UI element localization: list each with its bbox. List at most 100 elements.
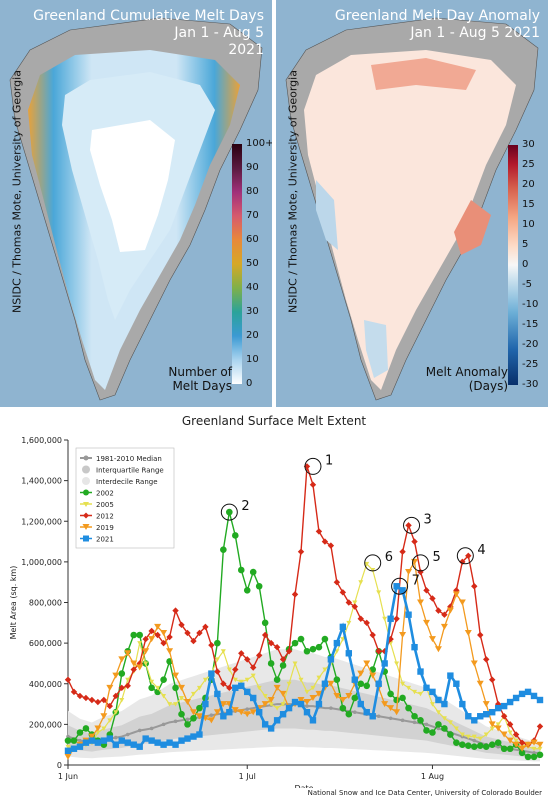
point-2019 [112, 672, 120, 679]
point-2019 [428, 636, 436, 643]
point-2021 [506, 698, 514, 706]
point-2005 [376, 590, 382, 595]
median-point [400, 718, 405, 723]
point-2012 [94, 698, 102, 706]
point-2005 [220, 649, 226, 654]
point-2019 [500, 731, 508, 738]
point-2021 [345, 650, 353, 657]
y-tick-label: 1,000,000 [21, 558, 62, 567]
point-2019 [249, 709, 257, 716]
point-2012 [220, 680, 227, 687]
point-2012 [202, 623, 209, 631]
point-2002 [64, 737, 72, 744]
point-2019 [536, 741, 544, 748]
point-2019 [452, 591, 460, 598]
point-2002 [196, 704, 203, 712]
median-point [472, 738, 477, 743]
point-2005 [322, 667, 328, 673]
point-2005 [143, 661, 149, 666]
point-2012 [142, 635, 149, 643]
point-2021 [381, 660, 388, 667]
point-2021 [297, 700, 305, 708]
colorbar-tick-label: 30 [522, 139, 535, 150]
point-2012 [64, 676, 72, 683]
colorbar-tick-label: 15 [522, 199, 535, 210]
annotation-circle [304, 457, 322, 475]
point-2012 [465, 552, 472, 559]
point-2021 [100, 737, 108, 744]
point-2005 [382, 616, 388, 622]
point-2021 [351, 676, 358, 683]
point-2005 [364, 561, 370, 567]
anomaly-negative-south [364, 320, 388, 378]
point-2021 [465, 713, 472, 720]
legend-symbol [82, 465, 90, 474]
point-2012 [500, 713, 508, 720]
point-2002 [357, 680, 365, 688]
point-2019 [518, 745, 526, 752]
point-2002 [476, 742, 484, 750]
point-2019 [422, 619, 430, 626]
legend-entry: 2012 [96, 513, 114, 521]
point-2021 [261, 721, 269, 728]
point-2019 [88, 733, 96, 740]
point-2002 [315, 643, 323, 651]
colorbar-tick-label: 40 [246, 282, 259, 293]
point-2019 [64, 753, 72, 760]
colorbar-tick-label: -15 [522, 319, 539, 330]
melt-anomaly-map [285, 17, 539, 401]
right-map-credit: NSIDC / Thomas Mote, University of Georg… [286, 70, 300, 313]
point-2021 [166, 739, 173, 746]
point-2012 [453, 587, 460, 594]
surface-melt-extent-chart: 0 200,000 400,000 600,000 800,000 1,000,000 1,… [9, 436, 544, 788]
median-point [137, 728, 142, 733]
point-2005 [489, 726, 495, 731]
left-map-credit: NSIDC / Thomas Mote, University of Georg… [10, 70, 24, 313]
point-2012 [112, 692, 119, 700]
point-2005 [155, 685, 161, 691]
point-2002 [333, 676, 341, 683]
point-2021 [136, 743, 143, 750]
point-2021 [190, 733, 197, 740]
point-2005 [310, 685, 316, 691]
point-2012 [315, 528, 323, 535]
colorbar-tick-label: -25 [522, 359, 539, 370]
point-2012 [106, 702, 114, 710]
colorbar-tick-label: 90 [246, 162, 259, 173]
point-2021 [202, 700, 209, 708]
point-2019 [297, 697, 305, 703]
point-2002 [488, 741, 496, 748]
point-2021 [70, 745, 78, 752]
point-2012 [118, 684, 125, 692]
point-2019 [357, 670, 365, 677]
point-2019 [524, 741, 532, 748]
annotation-label: 6 [385, 550, 393, 565]
point-2021 [387, 615, 394, 622]
point-2002 [536, 751, 544, 759]
median-point [173, 719, 178, 724]
point-2002 [243, 587, 251, 594]
point-2021 [285, 704, 293, 712]
point-2005 [477, 736, 483, 742]
point-2021 [303, 708, 311, 716]
median-point [78, 738, 82, 743]
point-2021 [226, 708, 233, 716]
point-2021 [417, 668, 424, 675]
point-2019 [195, 713, 203, 720]
median-point [161, 722, 166, 727]
point-2019 [178, 684, 186, 691]
point-2012 [154, 631, 161, 639]
colorbar-tick-label: 30 [246, 306, 259, 317]
point-2005 [256, 685, 262, 691]
point-2002 [506, 745, 514, 753]
point-2012 [244, 656, 251, 663]
point-2005 [435, 710, 441, 715]
point-2002 [321, 635, 329, 643]
point-2019 [315, 690, 323, 697]
point-2002 [309, 645, 317, 653]
left-map-title-line1: Greenland Cumulative Melt Days [33, 8, 264, 24]
point-2012 [369, 631, 376, 639]
colorbar-tick-label: -30 [522, 379, 539, 390]
x-tick-label: 1 Jul [239, 772, 256, 781]
legend-symbol [83, 502, 89, 507]
